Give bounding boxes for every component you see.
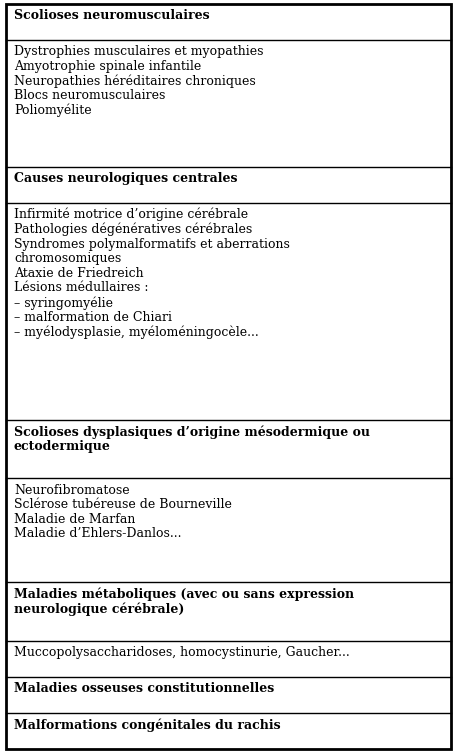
- Text: Neurofibromatose
Sclérose tubéreuse de Bourneville
Maladie de Marfan
Maladie d’E: Neurofibromatose Sclérose tubéreuse de B…: [14, 483, 232, 541]
- Text: Maladies métaboliques (avec ou sans expression
neurologique cérébrale): Maladies métaboliques (avec ou sans expr…: [14, 588, 354, 616]
- Text: Infirmité motrice d’origine cérébrale
Pathologies dégénératives cérébrales
Syndr: Infirmité motrice d’origine cérébrale Pa…: [14, 208, 290, 339]
- Text: Malformations congénitales du rachis: Malformations congénitales du rachis: [14, 718, 281, 732]
- Text: Maladies osseuses constitutionnelles: Maladies osseuses constitutionnelles: [14, 682, 274, 695]
- Text: Muccopolysaccharidoses, homocystinurie, Gaucher...: Muccopolysaccharidoses, homocystinurie, …: [14, 646, 350, 660]
- Text: Scolioses neuromusculaires: Scolioses neuromusculaires: [14, 9, 210, 23]
- Text: Scolioses dysplasiques d’origine mésodermique ou
ectodermique: Scolioses dysplasiques d’origine mésoder…: [14, 425, 370, 453]
- Text: Causes neurologiques centrales: Causes neurologiques centrales: [14, 172, 238, 185]
- Text: Dystrophies musculaires et myopathies
Amyotrophie spinale infantile
Neuropathies: Dystrophies musculaires et myopathies Am…: [14, 45, 264, 117]
